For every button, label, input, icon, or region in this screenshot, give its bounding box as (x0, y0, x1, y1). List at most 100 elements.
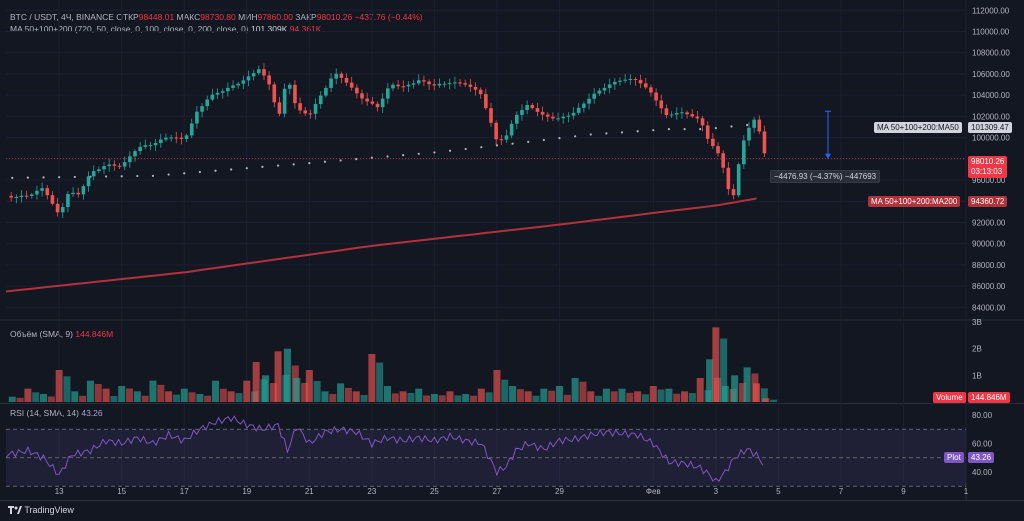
volume-bar (532, 395, 540, 402)
volume-bar (438, 395, 446, 402)
candle-body (674, 113, 679, 115)
candle-body (189, 123, 194, 136)
volume-bar (649, 386, 657, 402)
candle-body (308, 113, 313, 115)
chart-canvas[interactable]: 112000.00 110000.00 108000.00 106000.00 1040… (0, 0, 1024, 500)
candle-body (509, 123, 514, 136)
candle-body (344, 77, 349, 83)
price-tick-label: 92000.00 (972, 219, 1006, 228)
ma50-dot (120, 175, 123, 178)
volume-bar (626, 392, 634, 402)
volume-bar (712, 327, 720, 402)
tradingview-brand[interactable]: TradingView (8, 505, 74, 515)
volume-bar (180, 388, 188, 402)
symbol-legend[interactable]: BTC / USDT, 4Ч, BINANCE ОТКР98448.01 МАК… (10, 12, 423, 22)
ma50-dot (136, 174, 139, 178)
ma50-dot (417, 152, 420, 155)
volume-bar (24, 388, 32, 402)
symbol-title: BTC / USDT, 4Ч, BINANCE (10, 12, 114, 22)
candle-body (169, 137, 173, 139)
price-tick-label: 100000.00 (972, 134, 1010, 143)
ma50-dot (370, 156, 373, 159)
candle-body (14, 197, 19, 199)
candle-body (649, 87, 653, 93)
volume-bar (212, 380, 220, 402)
candle-body (76, 192, 81, 195)
ma50-dot (558, 137, 561, 140)
volume-bar (641, 394, 649, 402)
chart-overlays (6, 110, 966, 160)
candle-body (386, 88, 390, 99)
ma50-dot (11, 176, 14, 179)
candle-body (158, 139, 163, 144)
candle-body (525, 105, 529, 110)
price-tick-label: 104000.00 (972, 91, 1010, 100)
candle-body (349, 82, 354, 88)
rsi-pane (5, 415, 966, 487)
candle-body (613, 81, 617, 85)
current-price-tag: 98010.26 03:13:03 (968, 156, 1008, 178)
ma50-dot (292, 163, 295, 166)
candle-body (618, 80, 622, 82)
candle-body (747, 127, 751, 141)
tradingview-label: TradingView (24, 505, 74, 515)
candle-body (128, 156, 132, 163)
volume-bar (516, 389, 524, 402)
time-tick-label: 5 (776, 487, 781, 496)
candle-body (293, 84, 297, 104)
volume-bar (462, 394, 470, 402)
candle-body (277, 102, 282, 114)
volume-bar (149, 380, 157, 402)
volume-bar (55, 370, 63, 402)
candle-body (638, 79, 643, 84)
volume-bar (360, 394, 368, 402)
candle-body (643, 83, 648, 88)
candle-body (257, 69, 261, 74)
candle-body (571, 112, 576, 116)
candle-body (504, 135, 509, 140)
candle-body (205, 99, 210, 107)
ma-legend-label: MA 50+100+200 (720, 50, close, 0, 100, c… (10, 24, 249, 34)
volume-bar (743, 367, 751, 402)
high-label: МАКС (176, 12, 201, 22)
candle-body (210, 94, 215, 100)
candle-body (122, 162, 127, 167)
plot-value-tag: 43.26 (968, 452, 995, 463)
candle-body (422, 80, 426, 82)
ma50-dot (308, 161, 311, 165)
candle-body (215, 92, 220, 95)
volume-bar (352, 391, 360, 402)
volume-bar (321, 391, 329, 402)
ma50-dot (323, 160, 327, 163)
candle-body (55, 203, 60, 213)
high-value: 98730.80 (200, 12, 236, 22)
price-tick-label: 108000.00 (972, 49, 1010, 58)
volume-bar (269, 383, 277, 402)
volume-bar (399, 391, 407, 402)
volume-bar (313, 381, 321, 402)
price-tick-label: 88000.00 (972, 261, 1006, 270)
rsi-legend[interactable]: RSI (14, SMA, 14) 43.26 (10, 408, 103, 418)
candle-body (742, 140, 746, 165)
candle-body (66, 194, 70, 208)
volume-legend[interactable]: Объём (SMA, 9) 144.846M (10, 329, 113, 339)
candle-body (97, 169, 101, 172)
candle-body (148, 145, 153, 147)
candle-body (633, 79, 638, 81)
volume-bar (524, 391, 532, 402)
candle-body (375, 103, 380, 108)
volume-bar (79, 395, 87, 402)
price-tick-label: 106000.00 (972, 70, 1010, 79)
time-tick-label: 1 (964, 487, 969, 496)
candle-body (669, 114, 674, 116)
candle-body (329, 78, 333, 88)
ma50-tag-value: 101309.47 (971, 123, 1009, 132)
volume-bar (227, 391, 235, 402)
candle-body (355, 87, 359, 94)
volume-tick-label: 2B (972, 345, 982, 354)
volume-bar (446, 391, 454, 402)
ma-legend[interactable]: MA 50+100+200 (720, 50, close, 0, 100, c… (10, 24, 321, 34)
candle-body (50, 195, 55, 204)
ma50-dot (699, 128, 702, 131)
candle-body (406, 84, 411, 87)
